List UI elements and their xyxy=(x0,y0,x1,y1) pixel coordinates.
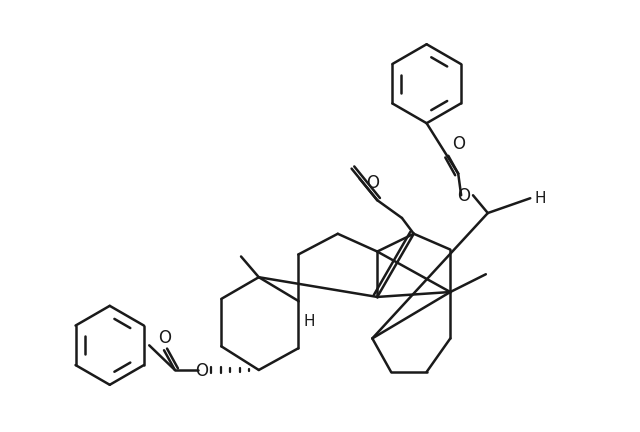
Text: H: H xyxy=(534,191,546,206)
Text: O: O xyxy=(457,187,470,205)
Text: O: O xyxy=(159,329,172,347)
Text: O: O xyxy=(366,174,379,192)
Text: H: H xyxy=(303,314,315,329)
Text: O: O xyxy=(452,135,465,153)
Text: O: O xyxy=(195,362,209,380)
